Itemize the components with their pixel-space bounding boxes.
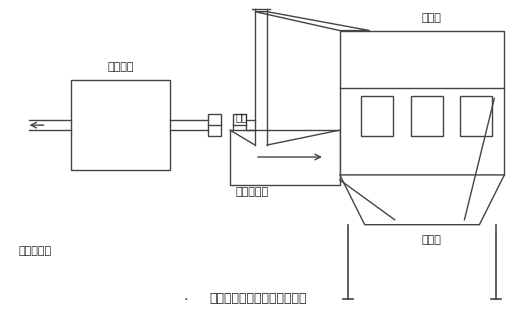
Bar	[361, 96, 393, 136]
Text: 无纺布: 无纺布	[422, 235, 442, 245]
Bar	[71, 80, 170, 170]
Text: 过滤器: 过滤器	[422, 13, 442, 23]
Text: 空压机组: 空压机组	[107, 62, 134, 72]
Bar	[208, 114, 221, 136]
Polygon shape	[255, 12, 369, 30]
Text: 窗户: 窗户	[235, 112, 248, 122]
Bar	[460, 96, 492, 136]
Text: 新增吸风道: 新增吸风道	[235, 187, 268, 197]
Text: ·: ·	[183, 293, 187, 307]
Polygon shape	[340, 175, 504, 225]
Bar	[340, 30, 504, 175]
Text: 自洁式空气过滤器厂房内吸气: 自洁式空气过滤器厂房内吸气	[209, 292, 307, 305]
Bar	[230, 130, 340, 185]
Bar	[411, 96, 443, 136]
Bar	[233, 114, 246, 136]
Text: 空压机厂房: 空压机厂房	[19, 246, 52, 256]
